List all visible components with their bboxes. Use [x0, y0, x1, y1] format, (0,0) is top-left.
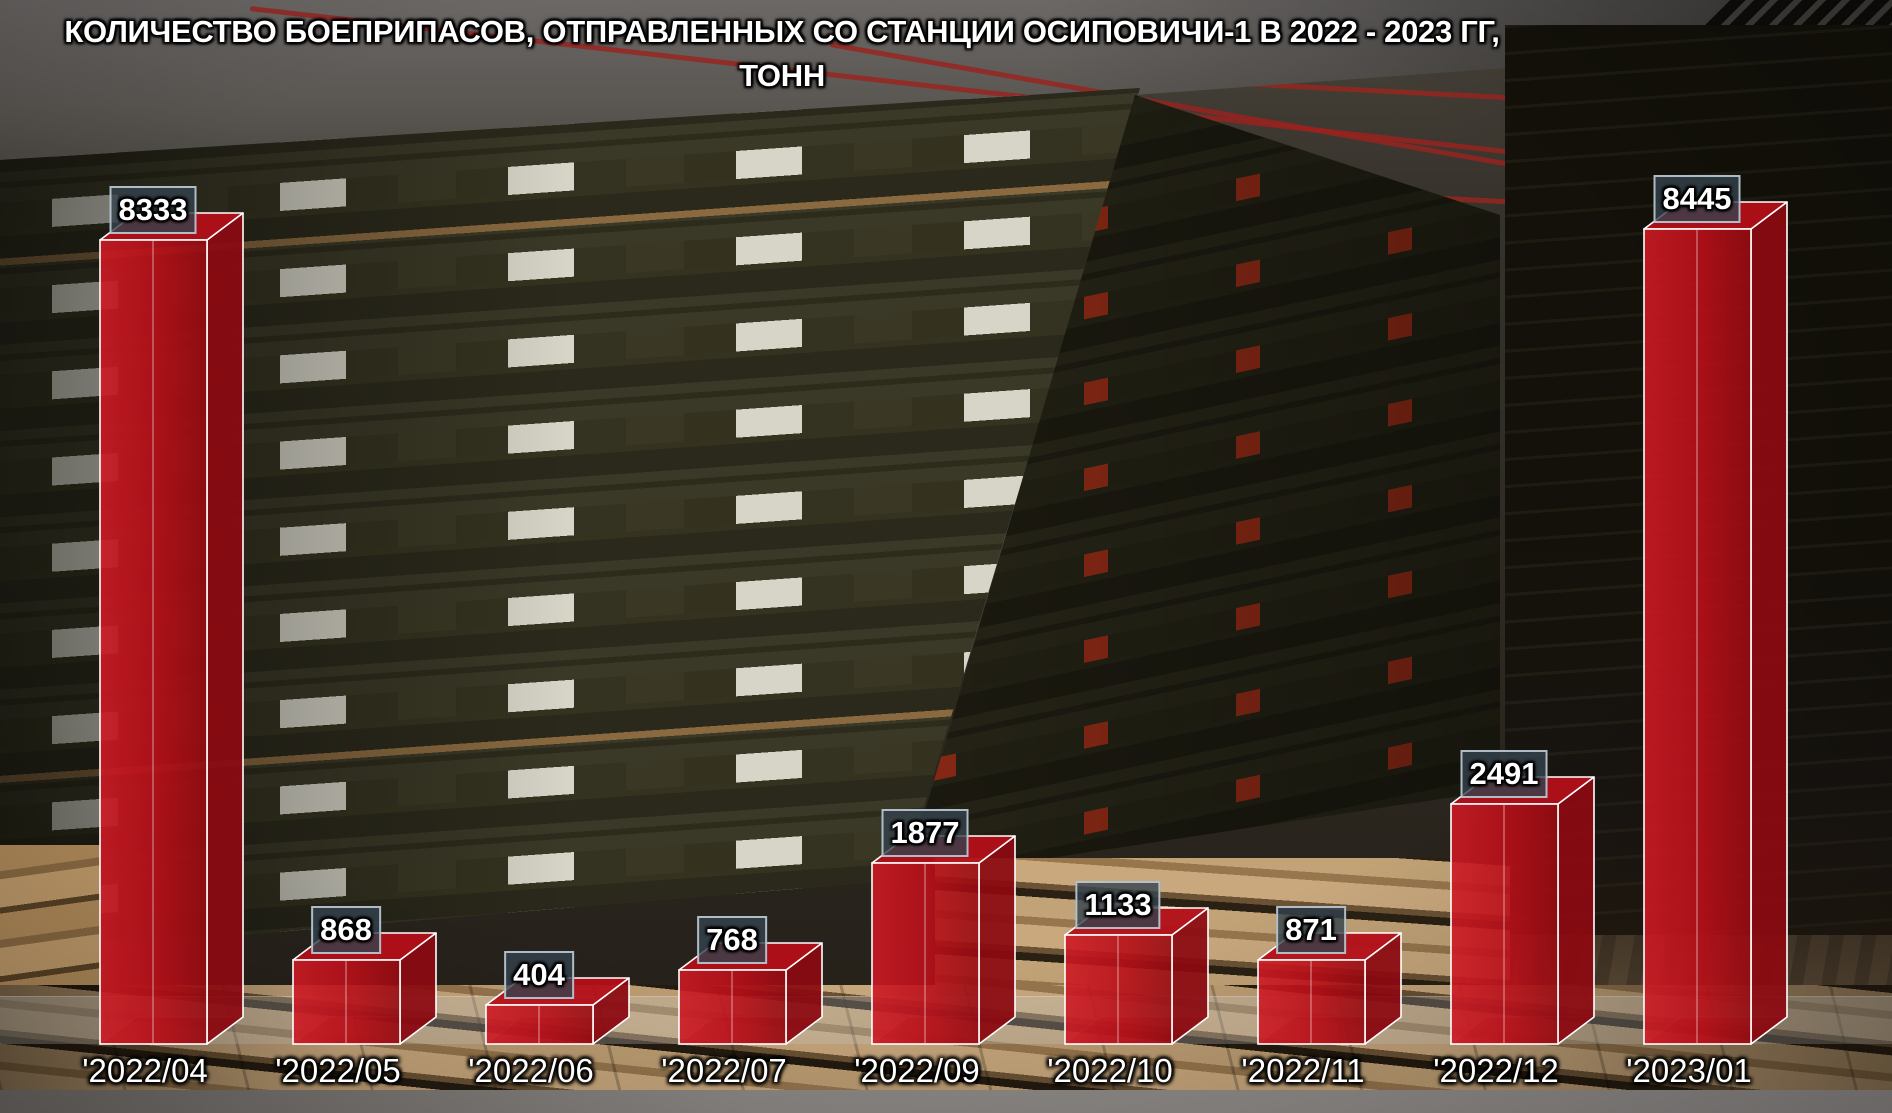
bar-value-label: 404: [504, 951, 574, 999]
bar-value-label: 2491: [1460, 750, 1548, 798]
x-axis-label: '2022/04: [82, 1052, 208, 1089]
bar-3d-shape: [870, 835, 1017, 1045]
x-axis-label: '2022/10: [1047, 1052, 1173, 1089]
wooden-pallets: [935, 858, 1510, 1003]
bar-value-label: 8333: [109, 186, 197, 234]
bar-value-label: 1133: [1075, 881, 1161, 929]
chart-title-line1: КОЛИЧЕСТВО БОЕПРИПАСОВ, ОТПРАВЛЕННЫХ СО …: [64, 14, 1500, 49]
bar-value-label: 768: [697, 916, 767, 964]
bar-value-label: 8445: [1653, 175, 1741, 223]
x-axis-label: '2022/05: [275, 1052, 401, 1089]
bar-3d-shape: [291, 932, 438, 1045]
chart-title: КОЛИЧЕСТВО БОЕПРИПАСОВ, ОТПРАВЛЕННЫХ СО …: [0, 10, 1564, 98]
x-axis-label: '2022/11: [1241, 1052, 1365, 1089]
x-axis-label: '2022/12: [1433, 1052, 1559, 1089]
bar-3d-shape: [484, 977, 631, 1045]
x-axis-label: '2022/09: [854, 1052, 980, 1089]
concrete-floor-strip: [0, 1090, 1892, 1113]
x-axis-label: '2022/07: [661, 1052, 787, 1089]
x-axis-label: '2022/06: [468, 1052, 594, 1089]
bar-3d-shape: [1642, 201, 1789, 1045]
bar-3d-shape: [98, 212, 245, 1045]
x-axis-label: '2023/01: [1626, 1052, 1752, 1089]
bar-3d-shape: [1449, 776, 1596, 1045]
bar-value-label: 868: [311, 906, 381, 954]
bar-value-label: 1877: [881, 809, 969, 857]
bar-value-label: 871: [1276, 906, 1346, 954]
chart-title-line2: ТОНН: [739, 58, 825, 93]
